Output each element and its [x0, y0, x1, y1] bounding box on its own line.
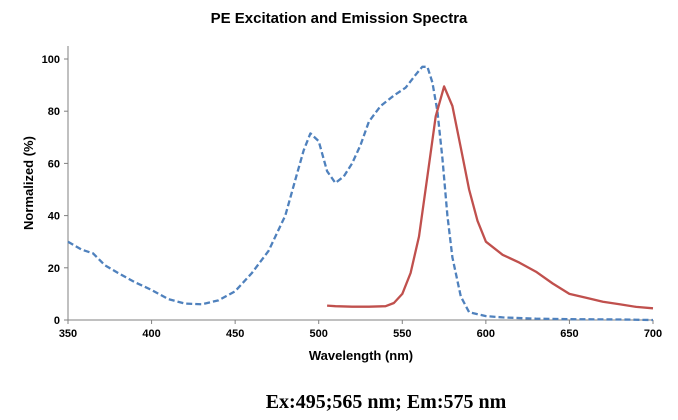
x-tick-label: 350 — [59, 328, 77, 340]
x-tick-label: 650 — [560, 328, 578, 340]
x-tick-label: 550 — [393, 328, 411, 340]
y-tick-label: 80 — [48, 106, 60, 118]
y-tick-label: 20 — [48, 263, 60, 275]
y-tick-label: 100 — [42, 54, 60, 66]
spectra-caption: Ex:495;565 nm; Em:575 nm — [266, 391, 507, 413]
excitation-series-line — [67, 65, 654, 322]
chart-title: PE Excitation and Emission Spectra — [211, 10, 468, 27]
x-tick-label: 450 — [226, 328, 244, 340]
x-tick-label: 600 — [477, 328, 495, 340]
x-tick-label: 400 — [142, 328, 160, 340]
y-tick-label: 40 — [48, 211, 60, 223]
x-axis-label: Wavelength (nm) — [309, 348, 413, 363]
y-tick-label: 0 — [54, 315, 60, 327]
y-axis-label: Normalized (%) — [21, 136, 36, 230]
x-ticks: 350 400 450 500 550 600 650 700 — [59, 320, 662, 340]
y-ticks: 0 20 40 60 80 100 — [42, 54, 68, 327]
y-tick-label: 60 — [48, 158, 60, 170]
x-tick-label: 700 — [644, 328, 662, 340]
x-tick-label: 500 — [310, 328, 328, 340]
emission-series-line — [327, 85, 654, 310]
series-layer — [67, 65, 654, 322]
plot-area: 0 20 40 60 80 100 350 400 450 500 550 600 650 700 — [42, 46, 662, 340]
